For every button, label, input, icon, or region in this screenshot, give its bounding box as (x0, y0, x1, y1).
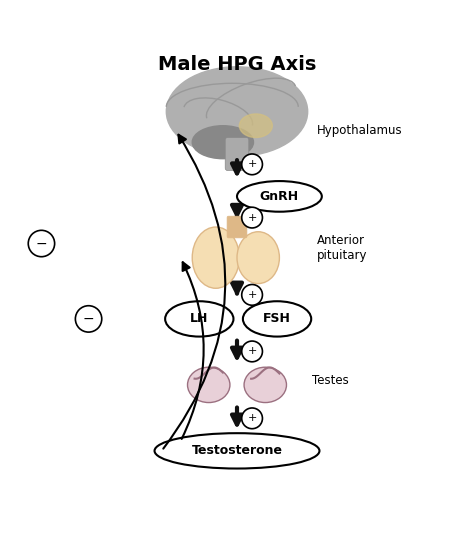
Text: Hypothalamus: Hypothalamus (317, 124, 403, 137)
Text: +: + (247, 413, 257, 424)
Circle shape (28, 230, 55, 257)
Text: FSH: FSH (263, 312, 291, 325)
Circle shape (242, 408, 263, 429)
Text: Testes: Testes (312, 374, 349, 387)
Text: +: + (247, 159, 257, 169)
Text: GnRH: GnRH (260, 190, 299, 203)
Ellipse shape (155, 433, 319, 468)
Circle shape (242, 284, 263, 305)
Text: Testosterone: Testosterone (191, 445, 283, 457)
Ellipse shape (188, 367, 230, 403)
Circle shape (75, 306, 102, 332)
FancyBboxPatch shape (227, 216, 247, 238)
Text: +: + (247, 290, 257, 300)
Text: +: + (247, 346, 257, 357)
Ellipse shape (244, 367, 286, 403)
Ellipse shape (165, 301, 234, 337)
Text: Anterior
pituitary: Anterior pituitary (317, 234, 368, 262)
Ellipse shape (237, 181, 322, 212)
Ellipse shape (192, 126, 254, 159)
Circle shape (242, 341, 263, 362)
Ellipse shape (237, 232, 279, 284)
Text: LH: LH (190, 312, 209, 325)
FancyBboxPatch shape (225, 138, 249, 170)
Ellipse shape (243, 301, 311, 337)
Text: Male HPG Axis: Male HPG Axis (158, 55, 316, 74)
Circle shape (242, 207, 263, 228)
Text: −: − (83, 312, 94, 326)
Circle shape (242, 154, 263, 175)
Ellipse shape (192, 227, 239, 288)
Ellipse shape (166, 67, 308, 156)
Ellipse shape (239, 114, 273, 138)
Text: −: − (36, 237, 47, 251)
Text: +: + (247, 212, 257, 223)
